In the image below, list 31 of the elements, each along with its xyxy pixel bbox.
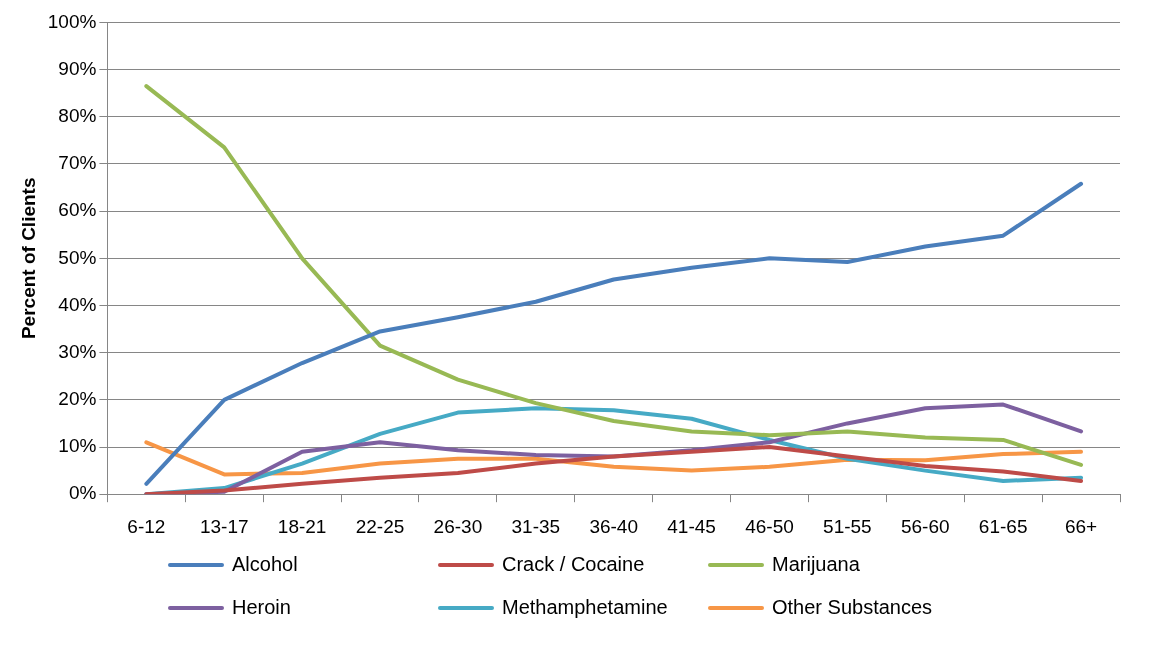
y-tick-label: 70% [58,152,97,174]
legend-label: Alcohol [232,553,298,576]
legend-label: Other Substances [772,596,933,619]
y-tick-label: 40% [58,293,97,315]
x-tick-label: 22-25 [355,515,405,537]
legend-label: Crack / Cocaine [502,553,645,576]
y-tick-label: 0% [68,482,97,504]
y-tick-label: 20% [58,388,97,410]
y-tick-label: 50% [58,246,97,268]
x-tick-label: 61-65 [978,515,1028,537]
y-tick-label: 100% [47,10,97,32]
y-tick-label: 80% [58,104,97,126]
y-axis-title: Percent of Clients [17,177,39,340]
legend-label: Marijuana [772,553,860,576]
x-tick-label: 36-40 [589,515,638,537]
x-tick-label: 56-60 [900,515,950,537]
x-tick-label: 41-45 [667,515,716,537]
x-tick-label: 31-35 [511,515,561,537]
y-tick-label: 60% [58,199,97,221]
legend-label: Methamphetamine [502,596,668,619]
x-tick-label: 13-17 [199,515,249,537]
x-tick-label: 66+ [1064,515,1098,537]
y-tick-label: 90% [58,57,97,79]
y-tick-label: 10% [58,435,97,457]
x-tick-label: 26-30 [433,515,483,537]
x-tick-label: 51-55 [823,515,872,537]
x-tick-label: 6-12 [127,515,166,537]
x-tick-label: 18-21 [277,515,327,537]
legend-label: Heroin [232,596,291,619]
y-tick-label: 30% [58,340,97,362]
x-tick-label: 46-50 [745,515,794,537]
